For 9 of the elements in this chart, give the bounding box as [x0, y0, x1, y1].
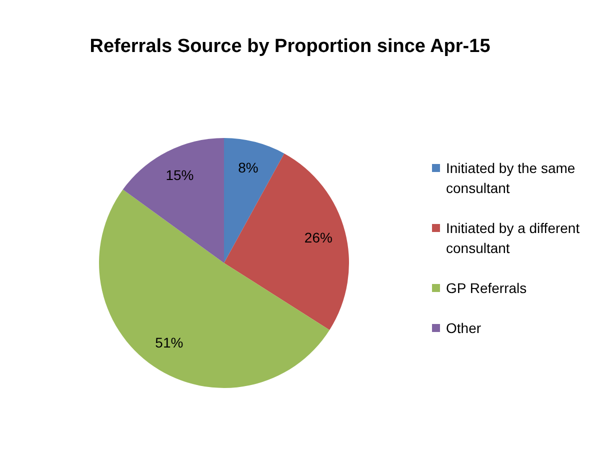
legend-label: Initiated by a different consultant: [446, 220, 580, 256]
legend-label: Initiated by the same consultant: [446, 160, 576, 196]
chart-title: Referrals Source by Proportion since Apr-15: [88, 36, 492, 58]
data-label: 15%: [166, 166, 194, 183]
legend-label: Other: [446, 320, 482, 336]
data-label: 51%: [155, 334, 184, 350]
data-label: 26%: [304, 230, 332, 246]
data-label: 8%: [238, 159, 258, 176]
legend-label: GP Referrals: [446, 280, 527, 296]
